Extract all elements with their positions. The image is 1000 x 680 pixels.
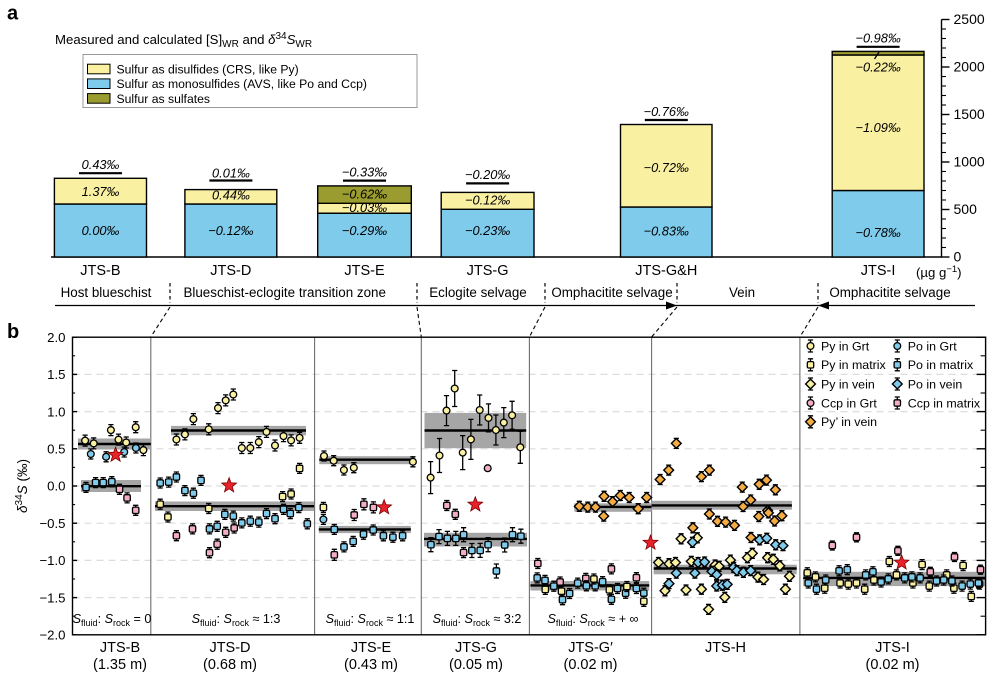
svg-text:0.0: 0.0 [47, 479, 65, 494]
svg-text:b: b [7, 321, 19, 343]
svg-text:Omphacitite selvage: Omphacitite selvage [551, 285, 672, 300]
svg-text:1.0: 1.0 [47, 404, 65, 419]
svg-text:Host blueschist: Host blueschist [61, 285, 152, 300]
svg-text:Po in vein: Po in vein [908, 377, 963, 391]
svg-text:−1.09‰: −1.09‰ [856, 120, 901, 135]
svg-text:2500: 2500 [954, 11, 985, 27]
svg-text:−0.78‰: −0.78‰ [856, 225, 901, 240]
svg-text:a: a [7, 3, 19, 25]
svg-text:Sfluid: Srock ≈ 1:3: Sfluid: Srock ≈ 1:3 [192, 612, 281, 628]
svg-text:−0.22‰: −0.22‰ [856, 60, 901, 75]
svg-text:JTS-D: JTS-D [210, 263, 251, 279]
svg-text:Sulfur as disulfides (CRS, lik: Sulfur as disulfides (CRS, like Py) [117, 62, 299, 76]
svg-text:−0.5: −0.5 [39, 516, 65, 531]
svg-text:1500: 1500 [954, 106, 985, 122]
svg-text:Blueschist-eclogite transition: Blueschist-eclogite transition zone [183, 285, 385, 300]
svg-text:0.00‰: 0.00‰ [82, 223, 120, 238]
svg-text:δ34S (‰): δ34S (‰) [14, 459, 30, 513]
svg-text:−0.29‰: −0.29‰ [342, 223, 387, 238]
svg-text:Po in matrix: Po in matrix [908, 358, 974, 372]
svg-text:0: 0 [954, 249, 962, 265]
svg-text:Py in matrix: Py in matrix [821, 358, 887, 372]
svg-text:Sfluid: Srock = 0: Sfluid: Srock = 0 [73, 612, 152, 628]
svg-text:Sulfur as monosulfides (AVS, l: Sulfur as monosulfides (AVS, like Po and… [117, 77, 367, 91]
svg-text:2000: 2000 [954, 59, 985, 75]
svg-text:Py in Grt: Py in Grt [821, 339, 870, 353]
svg-text:JTS-G&H: JTS-G&H [635, 263, 697, 279]
svg-text:JTS-B: JTS-B [80, 263, 120, 279]
svg-text:Omphacitite selvage: Omphacitite selvage [829, 285, 950, 300]
svg-text:(0.43 m): (0.43 m) [344, 657, 398, 673]
svg-text:2.0: 2.0 [47, 330, 65, 345]
svg-text:JTS-G: JTS-G [455, 640, 497, 656]
svg-text:0.44‰: 0.44‰ [212, 188, 250, 203]
svg-text:Sfluid: Srock ≈ 3:2: Sfluid: Srock ≈ 3:2 [433, 612, 522, 628]
svg-text:−0.83‰: −0.83‰ [644, 224, 689, 239]
svg-text:−0.12‰: −0.12‰ [208, 223, 253, 238]
svg-text:−0.33‰: −0.33‰ [342, 164, 387, 179]
svg-text:Vein: Vein [729, 285, 755, 300]
svg-text:JTS-G: JTS-G [467, 263, 509, 279]
svg-text:JTS-E: JTS-E [344, 263, 385, 279]
svg-text:0.43‰: 0.43‰ [82, 157, 120, 172]
svg-text:−1.5: −1.5 [39, 590, 65, 605]
svg-text:Ccp in matrix: Ccp in matrix [908, 396, 981, 410]
svg-text:Sulfur as sulfates: Sulfur as sulfates [117, 92, 210, 106]
svg-text:Measured and calculated [S]WR: Measured and calculated [S]WR and δ34SWR [55, 31, 312, 50]
svg-text:1000: 1000 [954, 154, 985, 170]
svg-text:1.37‰: 1.37‰ [82, 184, 120, 199]
svg-text:JTS-I: JTS-I [875, 640, 910, 656]
svg-text:−0.76‰: −0.76‰ [644, 104, 689, 119]
svg-text:(1.35 m): (1.35 m) [93, 657, 147, 673]
svg-text:−0.20‰: −0.20‰ [465, 167, 510, 182]
svg-text:JTS-B: JTS-B [100, 640, 140, 656]
svg-text:(0.02 m): (0.02 m) [866, 657, 920, 673]
svg-text:JTS-G′: JTS-G′ [568, 640, 613, 656]
svg-text:Ccp in Grt: Ccp in Grt [821, 396, 877, 410]
svg-text:JTS-H: JTS-H [705, 640, 746, 656]
svg-text:JTS-D: JTS-D [209, 640, 250, 656]
svg-text:−0.62‰: −0.62‰ [342, 186, 387, 201]
svg-text:Py’ in vein: Py’ in vein [821, 415, 877, 429]
svg-text:Po in Grt: Po in Grt [908, 339, 957, 353]
svg-text:−0.23‰: −0.23‰ [465, 223, 510, 238]
svg-text:−1.0: −1.0 [39, 553, 65, 568]
svg-text:0.01‰: 0.01‰ [212, 166, 250, 181]
svg-text:−0.98‰: −0.98‰ [856, 31, 901, 46]
svg-text:Py in vein: Py in vein [821, 377, 875, 391]
svg-text:JTS-I: JTS-I [861, 263, 896, 279]
svg-text:1.5: 1.5 [47, 367, 65, 382]
svg-text:Sfluid: Srock ≈ + ∞: Sfluid: Srock ≈ + ∞ [547, 612, 638, 628]
svg-text:(0.68 m): (0.68 m) [203, 657, 257, 673]
svg-text:Eclogite selvage: Eclogite selvage [429, 285, 527, 300]
svg-text:Sfluid: Srock ≈ 1:1: Sfluid: Srock ≈ 1:1 [326, 612, 415, 628]
svg-text:(0.02 m): (0.02 m) [564, 657, 618, 673]
svg-text:−0.12‰: −0.12‰ [465, 193, 510, 208]
svg-text:−0.03‰: −0.03‰ [342, 200, 387, 215]
svg-text:0.5: 0.5 [47, 442, 65, 457]
svg-text:(0.05 m): (0.05 m) [449, 657, 503, 673]
svg-text:−0.72‰: −0.72‰ [644, 160, 689, 175]
svg-text:JTS-E: JTS-E [351, 640, 392, 656]
svg-text:500: 500 [954, 201, 978, 217]
svg-text:−2.0: −2.0 [39, 628, 65, 643]
